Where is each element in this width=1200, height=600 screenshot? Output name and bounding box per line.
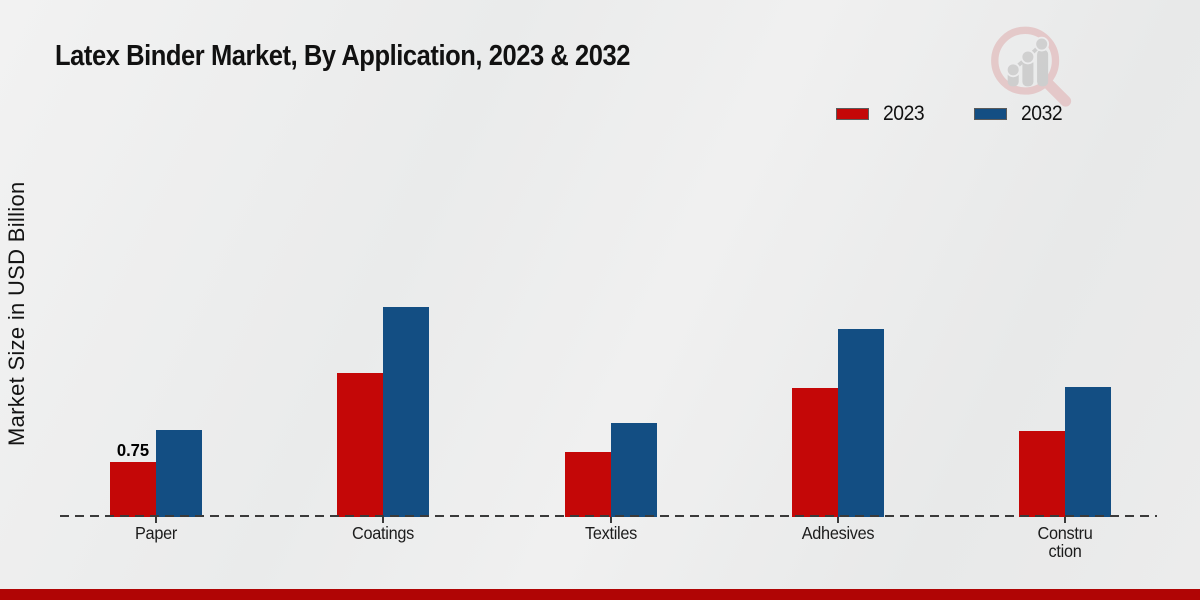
legend-item-2023: 2023	[836, 102, 928, 126]
bar-2023-coatings	[337, 373, 384, 517]
legend-item-2032: 2032	[973, 102, 1066, 126]
legend: 2023 2032	[836, 102, 1065, 126]
x-tick-textiles	[609, 517, 612, 523]
x-tick-paper	[155, 517, 157, 523]
legend-label: 2032	[1020, 102, 1063, 125]
bar-2032-coatings	[383, 307, 430, 517]
x-tick-coatings	[382, 517, 385, 523]
x-tick-construction	[1064, 517, 1066, 523]
x-tick-adhesives	[836, 517, 839, 523]
bar-2032-paper	[156, 430, 202, 517]
legend-label: 2023	[883, 102, 925, 125]
bar-2023-textiles	[564, 452, 611, 517]
chart-title: Latex Binder Market, By Application, 202…	[55, 40, 631, 72]
x-axis-baseline	[60, 515, 1157, 517]
bar-2023-adhesives	[791, 388, 838, 517]
bar-2032-construction	[1065, 387, 1111, 517]
footer-accent-bar	[0, 589, 1200, 600]
data-label-2023-paper: 0.75	[116, 440, 150, 460]
bar-2032-textiles	[610, 423, 657, 517]
x-tick-label-construction: Constru ction	[1037, 523, 1093, 562]
x-tick-label-coatings: Coatings	[352, 523, 415, 543]
bar-2032-adhesives	[837, 329, 884, 517]
x-tick-label-textiles: Textiles	[584, 523, 637, 543]
magnifier-growth-chart-watermark-icon	[991, 26, 1072, 107]
x-tick-label-adhesives: Adhesives	[801, 523, 875, 543]
bar-2023-paper	[110, 462, 156, 517]
legend-swatch-2023	[836, 108, 869, 120]
bar-2023-construction	[1019, 431, 1065, 517]
x-tick-label-paper: Paper	[134, 523, 178, 543]
legend-swatch-2032	[973, 108, 1007, 120]
